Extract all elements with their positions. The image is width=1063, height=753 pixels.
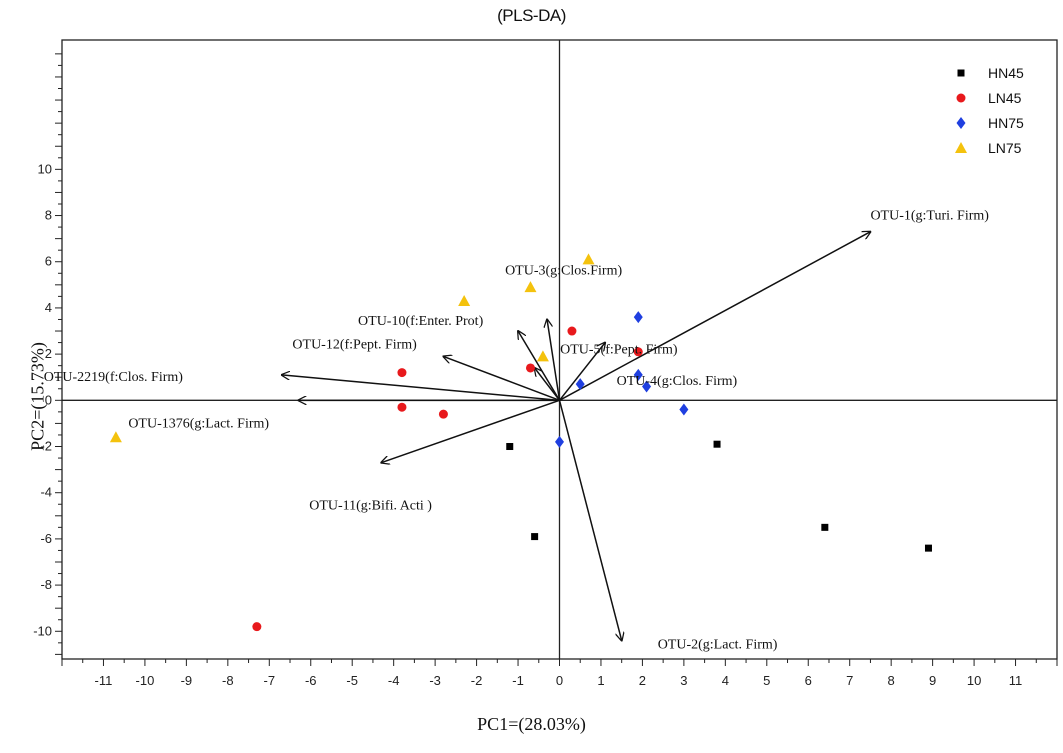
loading-arrow	[518, 331, 561, 401]
loading-label: OTU-5(f:Pept. Firm)	[560, 343, 678, 358]
loading-arrow	[282, 375, 560, 402]
loading-arrow	[381, 399, 560, 462]
x-tick-label: 3	[680, 673, 687, 688]
data-point	[555, 435, 564, 448]
legend-label: HN45	[988, 65, 1024, 81]
x-tick-label: 11	[1009, 673, 1023, 688]
loading-arrow	[547, 319, 561, 401]
y-tick-label: 0	[45, 392, 52, 407]
y-tick-label: -6	[40, 531, 52, 546]
data-point	[397, 402, 407, 412]
y-tick-label: -2	[40, 439, 52, 454]
data-point	[633, 347, 643, 357]
legend-marker	[956, 117, 966, 129]
x-tick-label: 1	[597, 673, 604, 688]
data-point	[252, 622, 262, 632]
x-tick-label: 8	[888, 673, 895, 688]
data-point	[713, 440, 721, 448]
data-point	[924, 544, 932, 552]
x-tick-label: 10	[967, 673, 981, 688]
data-point	[633, 311, 643, 324]
y-tick-label: 6	[45, 254, 52, 269]
x-tick-label: -5	[346, 673, 358, 688]
x-tick-label: -10	[136, 673, 155, 688]
data-point	[821, 523, 829, 531]
legend-label: LN45	[988, 90, 1022, 106]
y-tick-label: 4	[45, 300, 52, 315]
legend-marker	[957, 69, 965, 77]
chart-title: (PLS-DA)	[497, 6, 566, 25]
data-point	[567, 326, 577, 336]
x-tick-label: -3	[429, 673, 441, 688]
x-tick-label: 5	[763, 673, 770, 688]
data-point	[582, 253, 595, 265]
legend-marker	[956, 93, 966, 103]
loading-label: OTU-11(g:Bifi. Acti )	[309, 499, 432, 514]
x-tick-label: -11	[95, 673, 113, 688]
y-tick-label: 2	[45, 346, 52, 361]
x-tick-label: 6	[805, 673, 812, 688]
loading-label: OTU-3(g:Clos.Firm)	[505, 263, 622, 278]
x-tick-label: -6	[305, 673, 317, 688]
data-point	[397, 368, 407, 378]
x-tick-label: -8	[222, 673, 234, 688]
x-tick-label: -1	[512, 673, 524, 688]
x-axis-label: PC1=(28.03%)	[477, 714, 586, 734]
loading-label: OTU-1(g:Turi. Firm)	[870, 209, 989, 224]
x-tick-label: -4	[388, 673, 400, 688]
data-point	[642, 380, 652, 393]
data-point	[525, 363, 535, 373]
y-tick-label: 8	[45, 208, 52, 223]
x-tick-label: -7	[264, 673, 276, 688]
loading-arrow	[535, 368, 561, 401]
x-tick-label: 7	[846, 673, 853, 688]
x-tick-label: 9	[929, 673, 936, 688]
data-point	[679, 403, 689, 416]
y-tick-label: 10	[38, 161, 52, 176]
x-tick-label: 0	[556, 673, 563, 688]
y-tick-label: -8	[40, 577, 52, 592]
loading-label: OTU-1376(g:Lact. Firm)	[128, 416, 269, 431]
data-point	[633, 368, 643, 381]
loading-label: OTU-10(f:Enter. Prot)	[358, 314, 484, 329]
loading-arrow	[559, 232, 871, 401]
y-tick-label: -10	[33, 623, 52, 638]
data-point	[531, 533, 539, 541]
loading-arrow	[558, 343, 606, 401]
legend-label: LN75	[988, 140, 1022, 156]
legend-marker	[955, 142, 967, 153]
x-tick-label: -9	[181, 673, 193, 688]
data-point	[575, 378, 585, 391]
data-point	[109, 431, 122, 443]
loading-arrow	[443, 356, 560, 402]
x-tick-label: 2	[639, 673, 646, 688]
loading-label: OTU-12(f:Pept. Firm)	[292, 337, 417, 352]
data-point	[438, 409, 448, 419]
loading-label: OTU-4(g:Clos. Firm)	[617, 374, 738, 389]
loading-label: OTU-2(g:Lact. Firm)	[658, 638, 778, 653]
data-point	[524, 281, 537, 293]
data-point	[506, 443, 514, 451]
y-tick-label: -4	[40, 485, 52, 500]
legend-label: HN75	[988, 115, 1024, 131]
loading-arrow	[558, 400, 622, 640]
x-tick-label: -2	[471, 673, 483, 688]
data-point	[458, 294, 471, 306]
loading-label: OTU-2219(f:Clos. Firm)	[44, 370, 184, 385]
data-point	[536, 350, 549, 362]
x-tick-label: 4	[722, 673, 729, 688]
